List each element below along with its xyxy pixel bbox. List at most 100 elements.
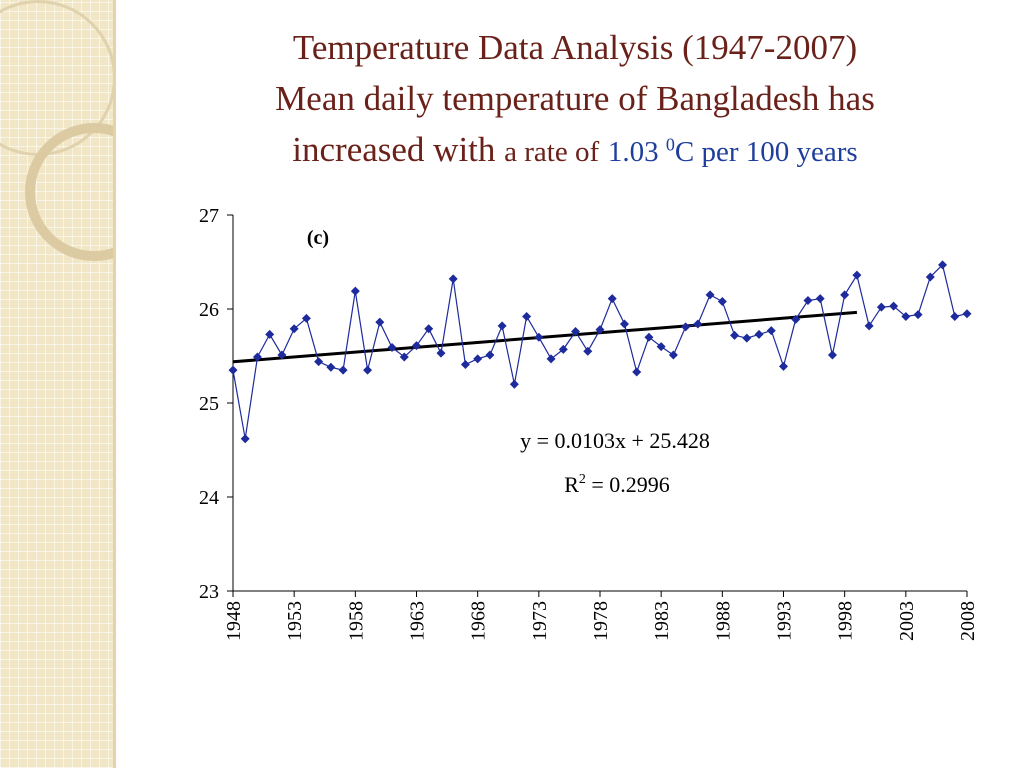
r-squared: R2 = 0.2996 bbox=[564, 472, 670, 497]
data-point bbox=[460, 359, 470, 369]
data-point bbox=[779, 361, 788, 371]
data-point bbox=[595, 325, 605, 335]
data-point bbox=[571, 327, 581, 337]
data-point bbox=[766, 326, 776, 336]
title-degree-sup: 0 bbox=[665, 134, 675, 155]
series-group bbox=[228, 260, 972, 444]
x-tick-label: 1983 bbox=[651, 601, 673, 641]
decorative-sidebar bbox=[0, 0, 113, 768]
data-point bbox=[363, 365, 373, 375]
y-tick-label: 27 bbox=[199, 205, 219, 227]
data-point bbox=[815, 294, 825, 304]
x-tick-label: 1998 bbox=[835, 601, 857, 641]
data-point bbox=[314, 357, 324, 367]
title-line-1: Temperature Data Analysis (1947-2007) bbox=[292, 28, 858, 67]
data-point bbox=[252, 352, 262, 362]
trendline bbox=[232, 310, 858, 364]
data-point bbox=[632, 367, 642, 377]
data-point bbox=[448, 274, 458, 284]
y-tick-label: 23 bbox=[199, 581, 219, 603]
title-line-3-main: increased with bbox=[292, 130, 496, 169]
data-point bbox=[326, 362, 336, 372]
data-point bbox=[387, 343, 397, 353]
data-point bbox=[925, 272, 935, 282]
x-tick-label: 2003 bbox=[896, 601, 918, 641]
x-tick-label: 1978 bbox=[590, 601, 612, 641]
data-point bbox=[876, 302, 886, 312]
data-point bbox=[754, 329, 764, 339]
data-point bbox=[412, 341, 421, 351]
data-point bbox=[852, 270, 862, 280]
data-point bbox=[619, 319, 629, 329]
data-point bbox=[436, 348, 446, 358]
title-line-2: Mean daily temperature of Bangladesh has bbox=[275, 79, 875, 118]
data-point bbox=[473, 354, 483, 364]
data-point bbox=[277, 350, 287, 360]
panel-label: (c) bbox=[307, 227, 329, 249]
data-point bbox=[962, 309, 972, 319]
decorative-ring-small bbox=[25, 123, 113, 261]
x-tick-label: 1958 bbox=[345, 601, 367, 641]
data-point bbox=[840, 290, 850, 300]
data-point bbox=[717, 296, 727, 306]
x-tick-label: 1993 bbox=[774, 601, 796, 641]
data-point bbox=[338, 365, 348, 375]
title-rate-value: 1.03 0C per 100 years bbox=[607, 134, 858, 168]
sidebar-edge bbox=[113, 0, 116, 768]
data-point bbox=[485, 350, 495, 360]
title-rate-unit: C per 100 years bbox=[674, 136, 858, 168]
title-rate-number: 1.03 bbox=[607, 136, 659, 168]
data-point bbox=[681, 322, 691, 332]
data-point bbox=[668, 350, 678, 360]
data-point bbox=[534, 332, 544, 342]
title-rate-label: a rate of bbox=[504, 136, 600, 168]
data-point bbox=[289, 324, 299, 334]
data-point bbox=[375, 317, 385, 327]
trendline-group bbox=[232, 310, 858, 364]
data-point bbox=[509, 379, 519, 389]
chart-axes: 23 24 25 26 27 1948 1953 1958 1963 1968 1973 1978 19… bbox=[199, 205, 979, 641]
data-point bbox=[644, 332, 654, 342]
data-point bbox=[938, 260, 948, 270]
chart-labels: (c) y = 0.0103x + 25.428 R2 = 0.2996 bbox=[307, 227, 710, 497]
data-point bbox=[558, 344, 568, 354]
data-point bbox=[803, 296, 813, 306]
y-tick-label: 24 bbox=[199, 487, 219, 509]
x-tick-label: 1953 bbox=[284, 601, 306, 641]
data-point bbox=[583, 346, 593, 356]
data-point bbox=[399, 352, 409, 362]
x-tick-label: 1948 bbox=[223, 601, 245, 641]
data-point bbox=[228, 365, 238, 375]
data-point bbox=[265, 329, 275, 339]
x-tick-label: 1963 bbox=[407, 601, 429, 641]
data-point bbox=[607, 294, 617, 304]
y-tick-label: 26 bbox=[199, 299, 219, 321]
data-point bbox=[656, 342, 666, 352]
data-point bbox=[240, 434, 250, 444]
x-tick-label: 1968 bbox=[468, 601, 490, 641]
data-point bbox=[730, 330, 740, 340]
data-point bbox=[913, 310, 923, 320]
data-point bbox=[901, 312, 911, 322]
data-point bbox=[742, 333, 752, 343]
data-point bbox=[424, 324, 434, 334]
slide-title: Temperature Data Analysis (1947-2007) Me… bbox=[130, 22, 1020, 178]
x-tick-label: 2008 bbox=[957, 601, 979, 641]
data-point bbox=[791, 314, 801, 324]
data-point bbox=[827, 350, 837, 360]
trend-equation: y = 0.0103x + 25.428 bbox=[520, 428, 710, 453]
data-point bbox=[864, 321, 874, 331]
data-point bbox=[546, 354, 556, 364]
data-point bbox=[889, 301, 899, 311]
data-point bbox=[950, 312, 960, 322]
y-tick-label: 25 bbox=[199, 393, 219, 415]
data-point bbox=[522, 312, 532, 322]
x-tick-label: 1988 bbox=[712, 601, 734, 641]
data-point bbox=[693, 319, 703, 329]
title-line-3: increased with a rate of 1.03 0C per 100… bbox=[130, 124, 1020, 178]
data-point bbox=[497, 321, 507, 331]
x-tick-label: 1973 bbox=[529, 601, 551, 641]
data-point bbox=[705, 290, 715, 300]
data-point bbox=[350, 286, 360, 296]
